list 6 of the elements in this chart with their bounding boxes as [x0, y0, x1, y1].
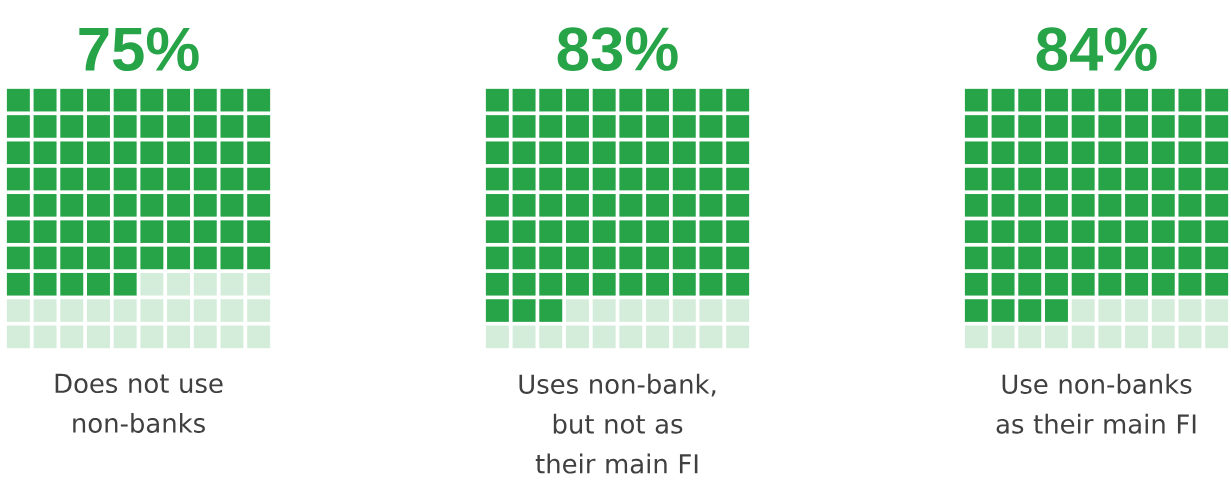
category-label: Does not use non-banks [55, 373, 223, 433]
category-label: Use non-banks as their main FI [996, 373, 1196, 434]
category-label: Uses non-bank, but not as their main FI [519, 373, 716, 474]
data-label: 83% [557, 27, 678, 72]
data-label: 75% [79, 27, 199, 72]
data-label: 84% [1036, 27, 1157, 72]
